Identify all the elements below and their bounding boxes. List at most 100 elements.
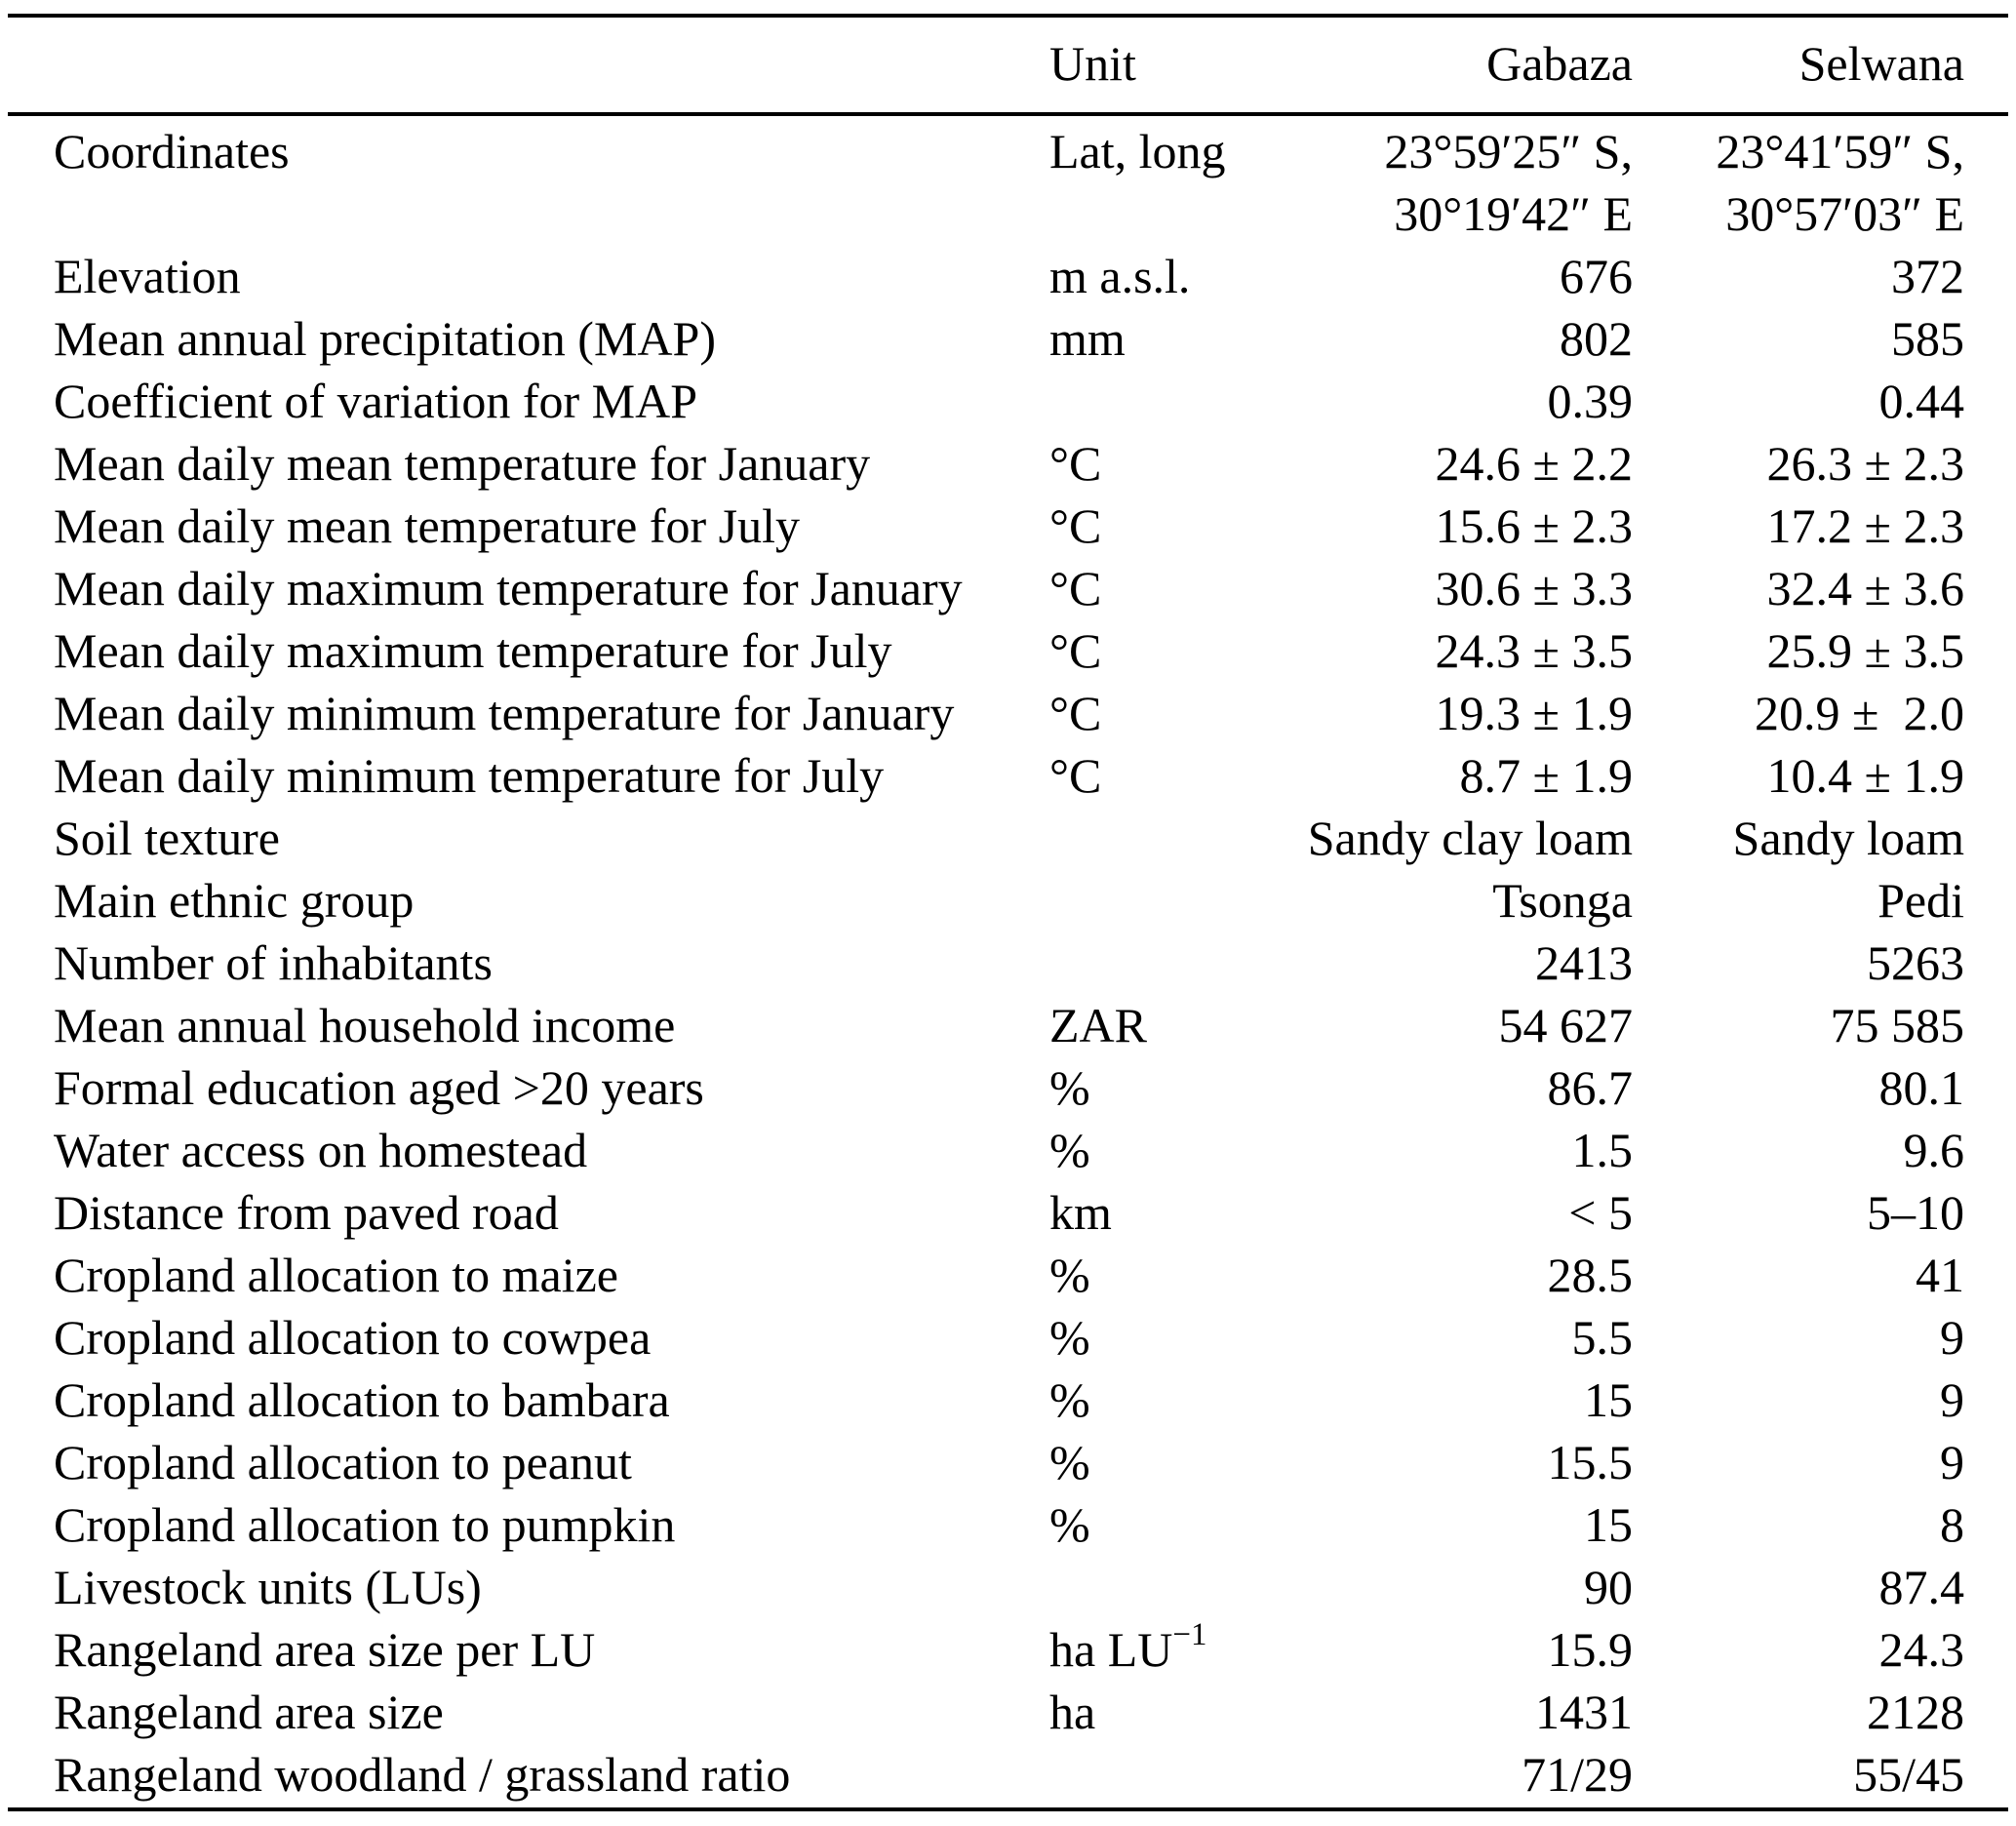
table-row: Mean daily minimum temperature for July … — [8, 744, 2008, 807]
gabaza-value-cell: Tsonga — [1492, 873, 1633, 928]
selwana-value-cell: Pedi — [1878, 873, 1964, 928]
row-label-cell: Main ethnic group — [54, 873, 415, 928]
selwana-value-cell: 9 — [1940, 1310, 1964, 1365]
gabaza-value-cell: 1.5 — [1571, 1123, 1634, 1177]
row-label-cell: Formal education aged >20 years — [54, 1060, 704, 1115]
unit-cell: km — [1049, 1185, 1112, 1240]
row-label-cell: Mean daily maximum temperature for July — [54, 623, 892, 678]
unit-cell: % — [1049, 1497, 1090, 1552]
row-label-cell: Cropland allocation to bambara — [54, 1372, 670, 1427]
gabaza-value-cell: 802 — [1560, 311, 1633, 366]
unit-cell: m a.s.l. — [1049, 249, 1191, 303]
selwana-value-cell: 32.4 ± 3.6 — [1766, 561, 1964, 615]
table-row: Main ethnic group Tsonga Pedi — [8, 869, 2008, 932]
gabaza-value-cell: 1431 — [1535, 1685, 1633, 1739]
gabaza-value-cell: 5.5 — [1571, 1310, 1634, 1365]
row-label-cell: Livestock units (LUs) — [54, 1560, 482, 1614]
table-row: Cropland allocation to bambara % 15 9 — [8, 1369, 2008, 1431]
table-body: Coordinates Lat, long 23°59′25″ S, 30°19… — [8, 114, 2008, 1809]
unit-cell: °C — [1049, 436, 1102, 491]
selwana-value-cell: 5–10 — [1867, 1185, 1964, 1240]
row-label-cell: Cropland allocation to maize — [54, 1248, 618, 1302]
table-row: Mean daily minimum temperature for Janua… — [8, 682, 2008, 744]
gabaza-value-cell: 24.3 ± 3.5 — [1435, 623, 1633, 678]
unit-cell: °C — [1049, 498, 1102, 553]
gabaza-value-cell: 54 627 — [1498, 998, 1634, 1052]
row-label-cell: Mean daily maximum temperature for Janua… — [54, 561, 963, 615]
row-label-cell: Cropland allocation to pumpkin — [54, 1497, 676, 1552]
selwana-value-cell: 17.2 ± 2.3 — [1766, 498, 1964, 553]
gabaza-value-cell: 71/29 — [1522, 1747, 1633, 1802]
row-label-cell: Rangeland area size per LU — [54, 1622, 596, 1677]
table-row: Soil texture Sandy clay loam Sandy loam — [8, 807, 2008, 869]
selwana-value-cell: 2128 — [1867, 1685, 1964, 1739]
gabaza-value-cell: < 5 — [1568, 1185, 1633, 1240]
gabaza-value-cell: 15 — [1584, 1497, 1633, 1552]
unit-cell: ZAR — [1049, 998, 1147, 1052]
header-empty-cell — [8, 16, 1049, 116]
row-label-cell: Mean daily mean temperature for January — [54, 436, 871, 491]
gabaza-value-cell: 23°59′25″ S, 30°19′42″ E — [1384, 124, 1633, 241]
gabaza-value-cell: 90 — [1584, 1560, 1633, 1614]
row-label-cell: Number of inhabitants — [54, 935, 493, 990]
unit-cell — [1049, 869, 1278, 932]
unit-cell: % — [1049, 1060, 1090, 1115]
unit-cell: % — [1049, 1372, 1090, 1427]
gabaza-value-cell: 15 — [1584, 1372, 1633, 1427]
table-row: Cropland allocation to cowpea % 5.5 9 — [8, 1306, 2008, 1369]
unit-cell: °C — [1049, 748, 1102, 803]
gabaza-value-cell: 676 — [1560, 249, 1633, 303]
unit-cell: mm — [1049, 311, 1126, 366]
table-row: Mean annual precipitation (MAP) mm 802 5… — [8, 307, 2008, 370]
unit-cell: °C — [1049, 561, 1102, 615]
table-row: Mean daily mean temperature for January … — [8, 432, 2008, 495]
table-row: Livestock units (LUs) 90 87.4 — [8, 1556, 2008, 1618]
table-row: Rangeland area size ha 1431 2128 — [8, 1681, 2008, 1743]
unit-cell: Lat, long — [1049, 124, 1226, 179]
unit-cell: % — [1049, 1248, 1090, 1302]
gabaza-value-cell: 86.7 — [1547, 1060, 1634, 1115]
gabaza-value-cell: 15.6 ± 2.3 — [1435, 498, 1633, 553]
selwana-value-cell: 0.44 — [1878, 374, 1965, 428]
header-selwana-cell: Selwana — [1633, 16, 2008, 116]
selwana-value-cell: 55/45 — [1853, 1747, 1964, 1802]
row-label-cell: Cropland allocation to peanut — [54, 1435, 632, 1489]
unit-cell — [1049, 807, 1278, 869]
table-row: Mean daily mean temperature for July °C … — [8, 495, 2008, 557]
row-label-cell: Mean annual precipitation (MAP) — [54, 311, 716, 366]
table-row: Distance from paved road km < 5 5–10 — [8, 1181, 2008, 1244]
row-label-cell: Mean daily mean temperature for July — [54, 498, 800, 553]
gabaza-value-cell: 0.39 — [1547, 374, 1634, 428]
table-row: Formal education aged >20 years % 86.7 8… — [8, 1056, 2008, 1119]
unit-cell — [1049, 1556, 1278, 1618]
unit-cell: ha — [1049, 1685, 1096, 1739]
header-unit-cell: Unit — [1049, 16, 1278, 116]
table-row: Water access on homestead % 1.5 9.6 — [8, 1119, 2008, 1181]
unit-cell: % — [1049, 1310, 1090, 1365]
gabaza-value-cell: 8.7 ± 1.9 — [1459, 748, 1633, 803]
gabaza-value-cell: 30.6 ± 3.3 — [1435, 561, 1633, 615]
gabaza-value-cell: 19.3 ± 1.9 — [1435, 686, 1633, 740]
table-row: Coefficient of variation for MAP 0.39 0.… — [8, 370, 2008, 432]
unit-cell: ha LU−1 — [1049, 1617, 1207, 1677]
table-row: Cropland allocation to maize % 28.5 41 — [8, 1244, 2008, 1306]
unit-cell: % — [1049, 1123, 1090, 1177]
row-label-cell: Coefficient of variation for MAP — [54, 374, 698, 428]
site-characteristics-table: Unit Gabaza Selwana Coordinates Lat, lon… — [8, 14, 2008, 1811]
table-row: Rangeland area size per LU ha LU−1 15.9 … — [8, 1618, 2008, 1681]
gabaza-value-cell: 24.6 ± 2.2 — [1435, 436, 1633, 491]
selwana-value-cell: 9.6 — [1903, 1123, 1965, 1177]
selwana-value-cell: 372 — [1891, 249, 1964, 303]
unit-cell: % — [1049, 1435, 1090, 1489]
gabaza-value-cell: 2413 — [1535, 935, 1633, 990]
selwana-value-cell: 20.9 ± 2.0 — [1755, 686, 1964, 740]
selwana-value-cell: 80.1 — [1878, 1060, 1965, 1115]
row-label-cell: Mean daily minimum temperature for Janua… — [54, 686, 955, 740]
selwana-value-cell: 41 — [1916, 1248, 1964, 1302]
table-header: Unit Gabaza Selwana — [8, 16, 2008, 116]
table-row: Cropland allocation to peanut % 15.5 9 — [8, 1431, 2008, 1493]
header-row: Unit Gabaza Selwana — [8, 16, 2008, 116]
table-row: Coordinates Lat, long 23°59′25″ S, 30°19… — [8, 114, 2008, 245]
row-label-cell: Mean annual household income — [54, 998, 676, 1052]
